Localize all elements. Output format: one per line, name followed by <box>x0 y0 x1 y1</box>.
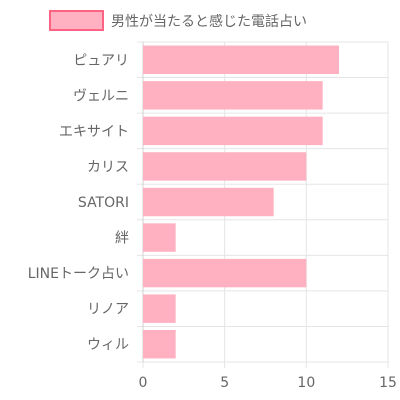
legend-label: 男性が当たると感じた電話占い <box>111 13 307 30</box>
x-tick-label: 10 <box>297 375 315 391</box>
legend[interactable]: 男性が当たると感じた電話占い <box>49 10 307 31</box>
category-label: 絆 <box>115 231 129 247</box>
category-label: SATORI <box>78 195 129 211</box>
grid <box>137 41 389 368</box>
x-tick-label: 5 <box>220 375 229 391</box>
bar[interactable] <box>143 152 307 181</box>
x-tick-label: 15 <box>379 375 397 391</box>
bar[interactable] <box>143 258 307 288</box>
category-label: ヴェルニ <box>73 87 129 104</box>
category-label: LINEトーク占い <box>28 266 129 282</box>
bar[interactable] <box>143 81 323 110</box>
bar[interactable] <box>143 187 274 217</box>
bar[interactable] <box>143 294 176 323</box>
category-label: リノア <box>87 302 129 318</box>
bar[interactable] <box>143 223 176 252</box>
bar[interactable] <box>143 45 339 74</box>
bar[interactable] <box>143 330 176 359</box>
x-tick-label: 0 <box>139 375 148 391</box>
bars <box>143 45 339 359</box>
category-label: カリス <box>87 159 129 175</box>
bar[interactable] <box>143 116 323 146</box>
category-label: エキサイト <box>59 124 129 140</box>
legend-swatch <box>49 10 104 31</box>
category-label: ピュアリ <box>73 53 129 69</box>
category-label: ウィル <box>87 337 129 353</box>
value-axis: 0 5 10 15 <box>139 375 397 391</box>
